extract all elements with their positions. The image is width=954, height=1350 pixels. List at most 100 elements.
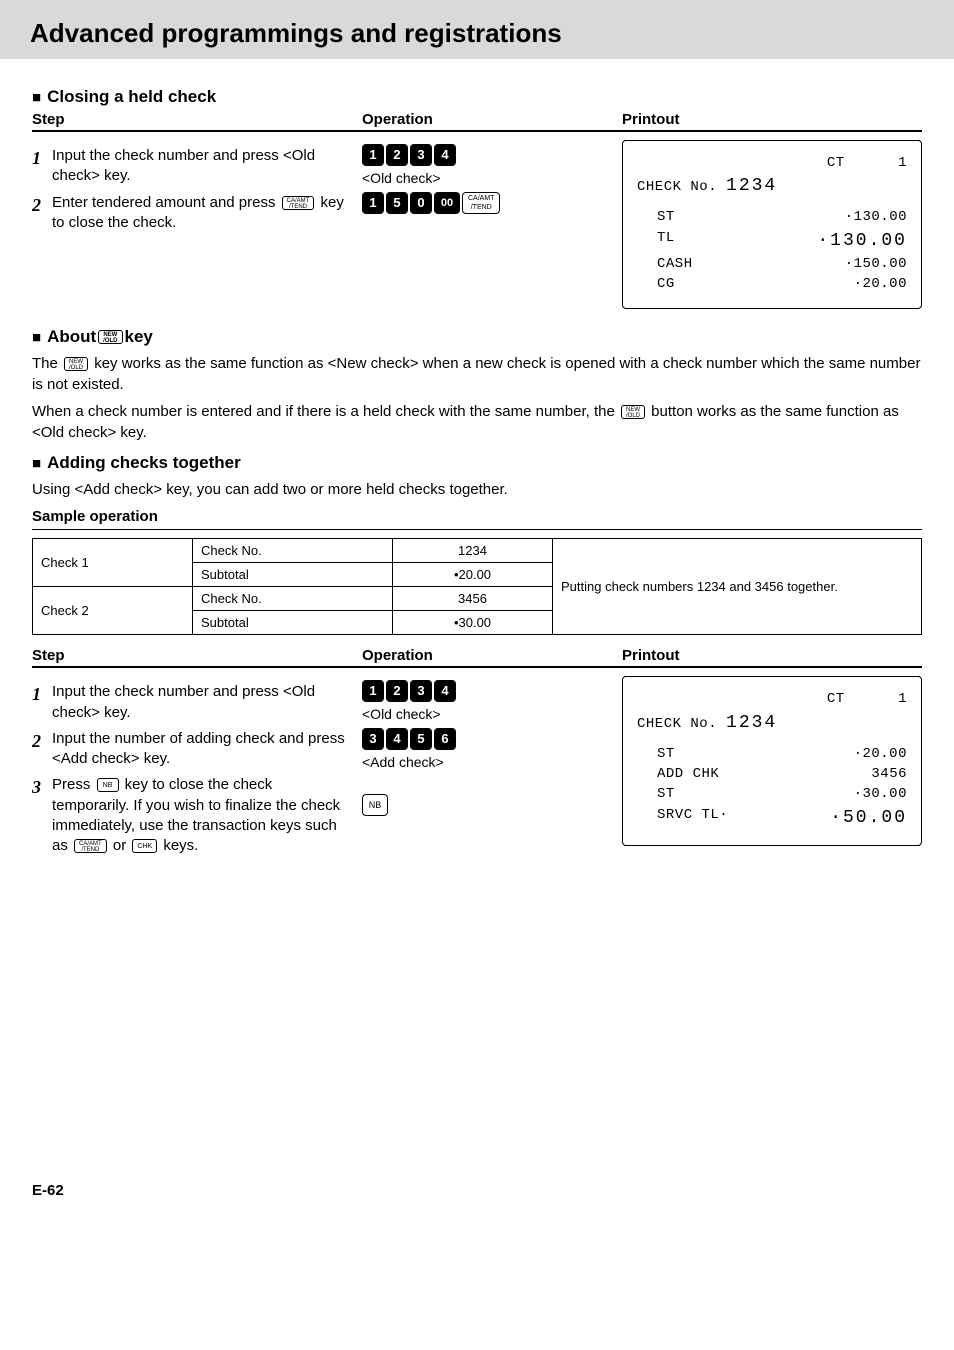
page-number: E-62 <box>0 1182 954 1219</box>
chk-key-icon: CHK <box>132 839 157 853</box>
closing-operation: 1 2 3 4 <Old check> 1 5 0 00 CA/AMT /TEN… <box>362 140 612 218</box>
table-cell: Check No. <box>193 539 393 563</box>
step-row: 2 Input the number of adding check and p… <box>32 729 352 770</box>
divider <box>32 130 922 132</box>
keycap-row: 1 2 3 4 <box>362 144 612 166</box>
receipt-r: ·150.00 <box>845 254 907 274</box>
about-title-b: key <box>125 327 153 347</box>
table-cell: Subtotal <box>193 611 393 635</box>
receipt-l: ST <box>657 744 675 764</box>
adding-title: Adding checks together <box>47 453 241 473</box>
receipt-label: CHECK No. <box>637 179 717 195</box>
receipt-l: ST <box>657 784 675 804</box>
receipt-l: TL <box>657 228 675 254</box>
section-title-adding: ■ Adding checks together <box>32 453 922 473</box>
receipt-r: 3456 <box>871 764 907 784</box>
bullet-icon: ■ <box>32 329 41 346</box>
receipt-r: ·20.00 <box>854 274 907 294</box>
keycap-5: 5 <box>410 728 432 750</box>
receipt-l: ADD CHK <box>657 764 719 784</box>
keycap-1: 1 <box>362 192 384 214</box>
op-label-old-check: <Old check> <box>362 170 612 186</box>
receipt-line: ST ·130.00 <box>637 207 907 227</box>
receipt-line: CT 1 <box>637 153 907 173</box>
receipt-line: ADD CHK 3456 <box>637 764 907 784</box>
about-p1-b: key works as the same function as <New c… <box>32 355 920 393</box>
receipt-line: TL ·130.00 <box>637 228 907 254</box>
keycap-1: 1 <box>362 144 384 166</box>
col-head-operation: Operation <box>362 111 612 128</box>
receipt-big: ·130.00 <box>817 228 907 254</box>
ca-amt-tend-key-icon: CA/AMT /TEND <box>462 192 500 214</box>
about-para-1: The NEW /OLD key works as the same funct… <box>32 353 922 395</box>
keycap-5: 5 <box>386 192 408 214</box>
receipt-l: CASH <box>657 254 693 274</box>
step-text: Input the number of adding check and pre… <box>52 729 352 770</box>
op-label-add-check: <Add check> <box>362 754 612 770</box>
receipt-r: ·30.00 <box>854 784 907 804</box>
keycap-row: 3 4 5 6 <box>362 728 612 750</box>
closing-header-row: Step Operation Printout <box>32 111 922 128</box>
step-row: 1 Input the check number and press <Old … <box>32 146 352 187</box>
receipt-big: 1234 <box>726 176 777 196</box>
about-p1-a: The <box>32 355 62 372</box>
table-cell: Check 2 <box>33 587 193 635</box>
receipt-big: 1234 <box>726 713 777 733</box>
adding-operation: 1 2 3 4 <Old check> 3 4 5 6 <Add check> … <box>362 676 612 820</box>
receipt-r: CT 1 <box>827 689 907 709</box>
about-para-2: When a check number is entered and if th… <box>32 401 922 443</box>
table-cell: Check 1 <box>33 539 193 587</box>
adding-intro: Using <Add check> key, you can add two o… <box>32 479 922 500</box>
keycap-3: 3 <box>410 680 432 702</box>
page-body: ■ Closing a held check Step Operation Pr… <box>0 59 954 862</box>
receipt-line: CG ·20.00 <box>637 274 907 294</box>
step-text: Input the check number and press <Old ch… <box>52 682 352 723</box>
nb-key-icon: NB <box>97 778 119 792</box>
receipt-box: CT 1 CHECK No. 1234 ST ·130.00 TL ·130.0… <box>622 140 922 309</box>
receipt-l: CG <box>657 274 675 294</box>
receipt-big: ·50.00 <box>830 805 907 831</box>
receipt-line: CT 1 <box>637 689 907 709</box>
keycap-3: 3 <box>410 144 432 166</box>
about-p2-a: When a check number is entered and if th… <box>32 403 619 420</box>
receipt-line: CASH ·150.00 <box>637 254 907 274</box>
op-label-old-check: <Old check> <box>362 706 612 722</box>
closing-title: Closing a held check <box>47 87 216 107</box>
header-band: Advanced programmings and registrations <box>0 0 954 59</box>
keycap-3: 3 <box>362 728 384 750</box>
table-cell: •30.00 <box>393 611 553 635</box>
step-text: Enter tendered amount and press CA/AMT /… <box>52 193 352 234</box>
step-num: 3 <box>32 775 52 856</box>
step-text: Press NB key to close the check temporar… <box>52 775 352 856</box>
adding-printout: CT 1 CHECK No. 1234 ST ·20.00 ADD CHK 34… <box>612 676 922 845</box>
step-num: 1 <box>32 146 52 187</box>
receipt-r: ·20.00 <box>854 744 907 764</box>
col-head-step: Step <box>32 647 362 664</box>
about-title-a: About <box>47 327 96 347</box>
step3-t1: Press <box>52 776 95 793</box>
step-text: Input the check number and press <Old ch… <box>52 146 352 187</box>
closing-steps: 1 Input the check number and press <Old … <box>32 140 362 239</box>
step-row: 2 Enter tendered amount and press CA/AMT… <box>32 193 352 234</box>
receipt-line: SRVC TL· ·50.00 <box>637 805 907 831</box>
step3-t4: keys. <box>159 837 198 854</box>
keycap-6: 6 <box>434 728 456 750</box>
step-num: 1 <box>32 682 52 723</box>
divider <box>32 666 922 668</box>
keycap-row: NB <box>362 794 612 816</box>
receipt-line: ST ·20.00 <box>637 744 907 764</box>
receipt-l: SRVC TL· <box>657 805 728 831</box>
bullet-icon: ■ <box>32 455 41 472</box>
table-cell-note: Putting check numbers 1234 and 3456 toge… <box>553 539 922 635</box>
step-row: 1 Input the check number and press <Old … <box>32 682 352 723</box>
step3-t3: or <box>109 837 131 854</box>
receipt-box: CT 1 CHECK No. 1234 ST ·20.00 ADD CHK 34… <box>622 676 922 845</box>
keycap-row: 1 2 3 4 <box>362 680 612 702</box>
section-title-closing: ■ Closing a held check <box>32 87 922 107</box>
keycap-00: 00 <box>434 192 460 214</box>
ca-amt-tend-key-icon: CA/AMT /TEND <box>74 839 107 853</box>
receipt-l: CHECK No. 1234 <box>637 710 777 736</box>
keycap-4: 4 <box>434 144 456 166</box>
divider <box>32 529 922 530</box>
new-old-key-icon: NEW /OLD <box>98 330 122 344</box>
